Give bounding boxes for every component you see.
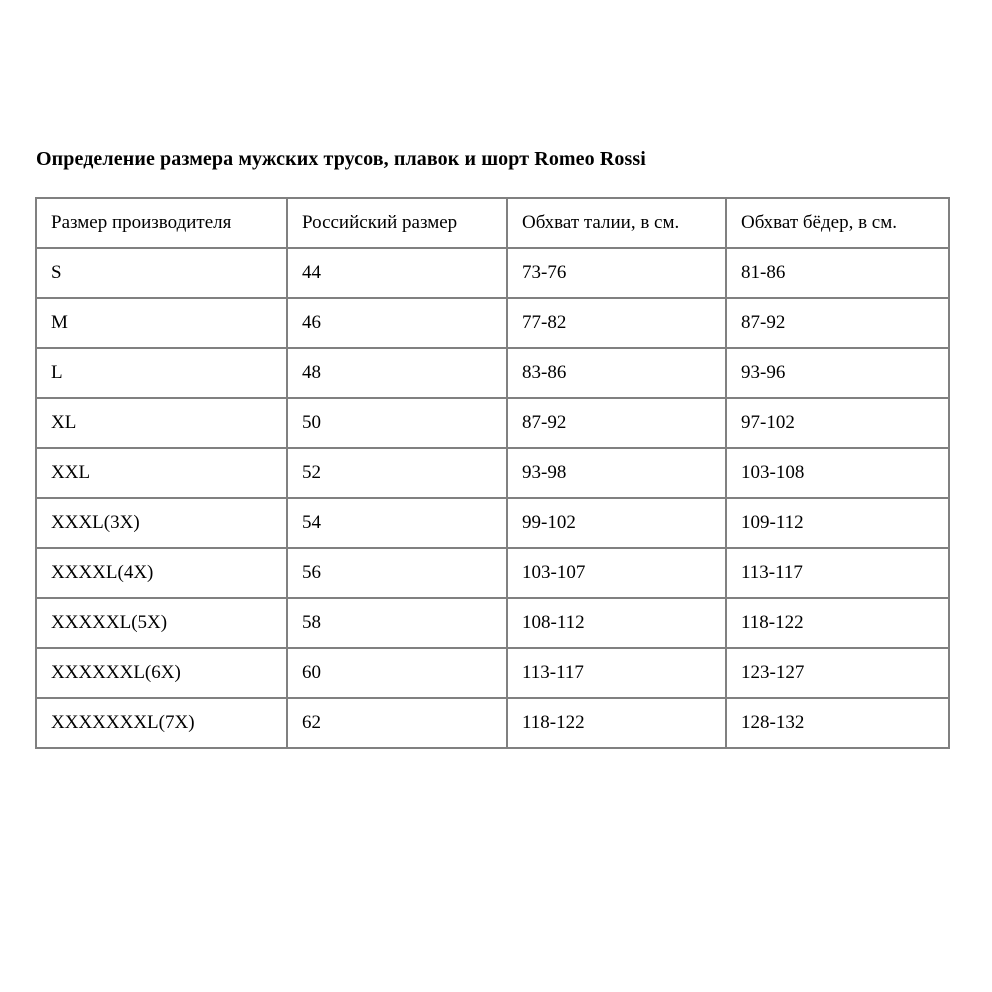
size-chart-table: Размер производителя Российский размер О… [35,197,950,749]
cell-hips: 109-112 [725,497,950,549]
cell-hips: 93-96 [725,347,950,399]
cell-hips: 81-86 [725,247,950,299]
cell-russian-size: 46 [286,297,508,349]
column-header-hips: Обхват бёдер, в см. [725,197,950,249]
cell-hips: 118-122 [725,597,950,649]
cell-hips: 87-92 [725,297,950,349]
cell-manufacturer-size: XXXXXXL(6X) [35,647,288,699]
cell-hips: 128-132 [725,697,950,749]
table-row: XXXL(3X) 54 99-102 109-112 [35,497,950,549]
column-header-waist: Обхват талии, в см. [506,197,727,249]
cell-waist: 103-107 [506,547,727,599]
table-row: S 44 73-76 81-86 [35,247,950,299]
cell-manufacturer-size: XXXXXL(5X) [35,597,288,649]
column-header-russian-size: Российский размер [286,197,508,249]
cell-russian-size: 48 [286,347,508,399]
cell-manufacturer-size: XL [35,397,288,449]
cell-hips: 123-127 [725,647,950,699]
column-header-manufacturer-size: Размер производителя [35,197,288,249]
table-row: XXXXXL(5X) 58 108-112 118-122 [35,597,950,649]
cell-russian-size: 62 [286,697,508,749]
cell-russian-size: 52 [286,447,508,499]
cell-manufacturer-size: XXXXL(4X) [35,547,288,599]
cell-russian-size: 56 [286,547,508,599]
cell-russian-size: 60 [286,647,508,699]
cell-manufacturer-size: S [35,247,288,299]
cell-hips: 113-117 [725,547,950,599]
cell-waist: 108-112 [506,597,727,649]
table-row: XL 50 87-92 97-102 [35,397,950,449]
cell-waist: 118-122 [506,697,727,749]
cell-manufacturer-size: L [35,347,288,399]
cell-waist: 99-102 [506,497,727,549]
cell-manufacturer-size: XXXL(3X) [35,497,288,549]
cell-russian-size: 58 [286,597,508,649]
cell-waist: 73-76 [506,247,727,299]
table-row: L 48 83-86 93-96 [35,347,950,399]
table-header-row: Размер производителя Российский размер О… [35,197,950,249]
table-row: M 46 77-82 87-92 [35,297,950,349]
cell-manufacturer-size: XXXXXXXL(7X) [35,697,288,749]
table-row: XXXXXXXL(7X) 62 118-122 128-132 [35,697,950,749]
cell-russian-size: 44 [286,247,508,299]
cell-waist: 87-92 [506,397,727,449]
cell-manufacturer-size: XXL [35,447,288,499]
cell-manufacturer-size: M [35,297,288,349]
cell-hips: 103-108 [725,447,950,499]
cell-waist: 83-86 [506,347,727,399]
table-header: Размер производителя Российский размер О… [35,197,950,249]
table-row: XXXXL(4X) 56 103-107 113-117 [35,547,950,599]
table-row: XXL 52 93-98 103-108 [35,447,950,499]
cell-waist: 77-82 [506,297,727,349]
cell-russian-size: 50 [286,397,508,449]
table-row: XXXXXXL(6X) 60 113-117 123-127 [35,647,950,699]
page-title: Определение размера мужских трусов, плав… [36,148,646,170]
cell-russian-size: 54 [286,497,508,549]
table-body: S 44 73-76 81-86 M 46 77-82 87-92 L 48 8… [35,247,950,749]
size-table-container: Размер производителя Российский размер О… [35,197,950,749]
cell-hips: 97-102 [725,397,950,449]
cell-waist: 113-117 [506,647,727,699]
cell-waist: 93-98 [506,447,727,499]
